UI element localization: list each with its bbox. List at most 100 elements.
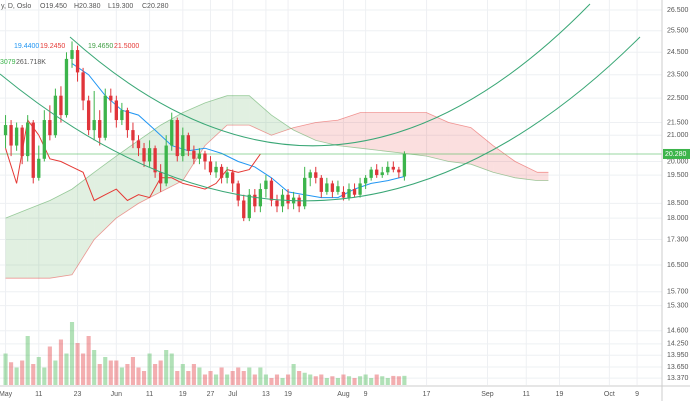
candle-body (336, 186, 340, 192)
x-tick-label: 27 (207, 391, 215, 398)
cloud-segment (404, 112, 427, 157)
candle-body (242, 200, 246, 219)
volume-bar (64, 353, 69, 385)
candle-body (81, 72, 85, 101)
candle-body (181, 135, 185, 157)
volume-label: 261.718K (16, 59, 46, 66)
candle-body (109, 95, 113, 101)
candle-body (347, 189, 351, 198)
y-tick-label: 13.650 (667, 364, 689, 371)
volume-bar (197, 367, 202, 385)
volume-bar (202, 374, 208, 385)
candle-body (380, 172, 384, 176)
candle-body (402, 153, 407, 177)
y-tick-label: 18.500 (667, 200, 689, 207)
volume-bar (175, 371, 180, 385)
arc-drawing (69, 3, 591, 147)
candle-body (253, 194, 257, 207)
y-tick-label: 18.000 (667, 215, 689, 222)
volume-bar (125, 364, 130, 385)
volume-bar (164, 350, 169, 385)
candle-body (352, 189, 357, 195)
indicator-label: 19.4650 (88, 43, 113, 50)
candle-body (363, 177, 368, 184)
ohlc-label: H20.380 (74, 3, 101, 10)
volume-bar (119, 367, 124, 385)
y-tick-label: 22.500 (667, 95, 689, 102)
y-tick-label: 15.700 (667, 289, 689, 296)
legend: y, D, Oslo O19.450 H20.380 L19.300 C20.280 1… (0, 3, 169, 66)
candle-body (214, 166, 218, 173)
x-tick-label: 9 (364, 391, 368, 398)
last-price-label: 20.280 (665, 151, 687, 158)
candle-body (70, 50, 74, 59)
candle-body (136, 140, 141, 149)
candle-body (341, 191, 346, 198)
volume-bar (358, 376, 363, 385)
volume-bar (396, 376, 401, 385)
volume-bar (9, 362, 14, 385)
volume-bar (391, 375, 396, 385)
candle-body (275, 200, 279, 207)
cloud-segment (382, 112, 405, 154)
volume-bar (208, 371, 213, 385)
volume-bar (258, 367, 263, 385)
candle-body (231, 172, 235, 184)
candle-body (42, 120, 46, 159)
candle-body (269, 180, 274, 201)
volume-bar (402, 375, 407, 385)
volume-bar (81, 353, 86, 385)
candle-body (103, 95, 107, 138)
candle-body (197, 153, 202, 159)
cloud-segment (27, 200, 50, 279)
x-tick-label: 19 (179, 391, 187, 398)
candle-body (192, 150, 196, 159)
last-price-box (663, 148, 690, 159)
y-tick-label: 23.500 (667, 72, 689, 79)
candle-body (397, 169, 401, 173)
indicator-label: 19.2450 (40, 43, 65, 50)
volume-bar (25, 336, 30, 385)
candle-body (203, 153, 207, 162)
x-tick-label: 17 (423, 391, 431, 398)
volume-bar (236, 367, 241, 385)
candle-body (48, 120, 52, 136)
x-tick-label: 9 (635, 391, 639, 398)
candle-body (59, 95, 63, 116)
x-tick-label: Jun (111, 391, 122, 398)
volume-bar (369, 378, 374, 385)
candle-body (170, 120, 174, 146)
cloud-segment (360, 112, 383, 151)
volume-bar (286, 374, 291, 385)
volume-bar (363, 374, 368, 385)
ohlc-label: O19.450 (40, 3, 67, 10)
candle-body (75, 50, 80, 73)
candle-body (14, 127, 19, 146)
candle-body (86, 100, 91, 131)
x-tick-label: Oct (604, 391, 615, 398)
candle-body (286, 194, 290, 204)
candle-body (236, 183, 240, 201)
x-tick-label: Jul (228, 391, 237, 398)
volume-bar (186, 371, 191, 385)
candle-body (92, 120, 96, 131)
volume-bar (108, 360, 113, 385)
y-tick-label: 13.950 (667, 352, 689, 359)
candle-body (31, 122, 35, 178)
volume-bar (75, 343, 80, 385)
x-tick-label: 13 (262, 391, 270, 398)
candle-body (158, 172, 163, 184)
cloud-segment (426, 112, 449, 162)
candle-body (325, 183, 329, 192)
ohlc-label: L19.300 (108, 3, 133, 10)
volume-bar (141, 371, 147, 385)
volume-bar (97, 364, 102, 385)
volume-bar (92, 350, 97, 385)
candle-body (98, 120, 102, 138)
cloud-segment (470, 127, 494, 173)
indicator-label: 19.4400 (14, 43, 39, 50)
volume-bar (180, 364, 185, 385)
volume-bar (330, 376, 335, 385)
candle-body (303, 177, 307, 207)
volume-bar (352, 378, 357, 385)
